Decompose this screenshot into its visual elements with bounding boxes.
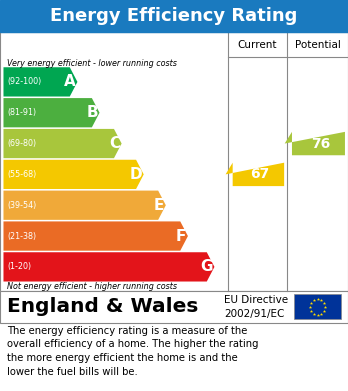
Text: (1-20): (1-20) [7, 262, 31, 271]
Text: The energy efficiency rating is a measure of the
overall efficiency of a home. T: The energy efficiency rating is a measur… [7, 326, 259, 377]
Polygon shape [3, 67, 77, 97]
Text: Potential: Potential [295, 40, 340, 50]
Text: E: E [154, 198, 164, 213]
Text: (92-100): (92-100) [7, 77, 41, 86]
Text: G: G [200, 259, 213, 274]
Text: Energy Efficiency Rating: Energy Efficiency Rating [50, 7, 298, 25]
Text: B: B [86, 105, 98, 120]
Polygon shape [285, 132, 345, 155]
Text: 76: 76 [311, 136, 330, 151]
Text: D: D [129, 167, 142, 182]
Text: Not energy efficient - higher running costs: Not energy efficient - higher running co… [7, 282, 177, 291]
Polygon shape [3, 129, 122, 158]
Polygon shape [3, 221, 188, 251]
Polygon shape [3, 98, 100, 127]
Text: C: C [109, 136, 120, 151]
Text: (81-91): (81-91) [7, 108, 36, 117]
Bar [294, 294, 341, 319]
Text: F: F [176, 229, 186, 244]
Bar [0, 0, 348, 32]
Text: EU Directive
2002/91/EC: EU Directive 2002/91/EC [224, 295, 288, 319]
Bar [0, 291, 348, 323]
Text: Current: Current [238, 40, 277, 50]
Bar [0, 32, 348, 291]
Polygon shape [3, 252, 214, 282]
Polygon shape [3, 190, 166, 220]
Polygon shape [226, 163, 284, 186]
Text: (21-38): (21-38) [7, 231, 36, 240]
Text: Very energy efficient - lower running costs: Very energy efficient - lower running co… [7, 59, 177, 68]
Text: 67: 67 [251, 167, 270, 181]
Text: (69-80): (69-80) [7, 139, 36, 148]
Text: (55-68): (55-68) [7, 170, 36, 179]
Text: England & Wales: England & Wales [7, 298, 198, 316]
Polygon shape [3, 160, 144, 189]
Text: (39-54): (39-54) [7, 201, 36, 210]
Text: A: A [64, 74, 76, 90]
